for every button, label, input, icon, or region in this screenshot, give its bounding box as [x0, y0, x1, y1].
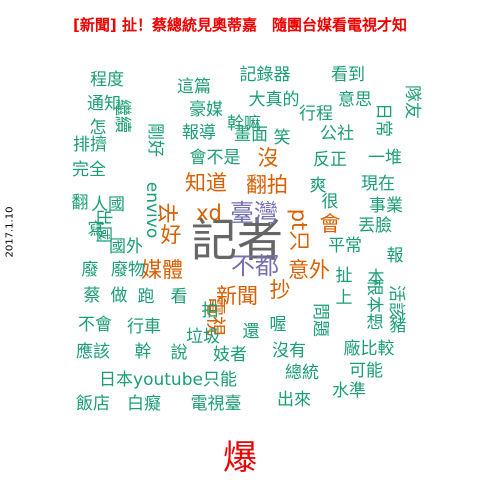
word: 人國	[91, 195, 125, 215]
word: 寫	[88, 220, 105, 240]
word: 蔡	[84, 286, 101, 306]
word: 媒體	[141, 258, 183, 282]
word: 飯店	[76, 394, 110, 414]
word: 說	[171, 343, 188, 363]
word: 很	[322, 192, 339, 212]
word: 垃圾	[186, 327, 220, 347]
word: 這篇	[177, 77, 211, 97]
word: 電視	[204, 296, 228, 336]
word: 扯	[336, 266, 353, 286]
word: 會不是	[190, 148, 241, 168]
word: 沒有	[272, 341, 306, 361]
word: pt只	[287, 209, 311, 252]
word: 還	[243, 322, 260, 342]
word: 出國	[93, 209, 113, 243]
word: 看	[171, 287, 188, 307]
word: 大真的	[249, 90, 300, 110]
word: 新聞	[216, 284, 258, 308]
word: 報	[387, 246, 404, 266]
word: xd	[196, 201, 222, 225]
word: 臺灣	[230, 199, 278, 227]
word: 廢物	[111, 260, 145, 280]
bottom-word: 爆	[223, 438, 257, 478]
word: 想	[367, 313, 384, 333]
word: 平常	[328, 236, 362, 256]
word: 幹嘛	[227, 113, 261, 134]
word: 國外	[109, 237, 143, 257]
word: 看到	[331, 65, 365, 85]
word: 妓者	[213, 345, 247, 365]
word: 豪媒	[189, 99, 223, 120]
chart-title: [新聞] 扯！蔡總統見奧蒂嘉 隨團台媒看電視才知	[73, 16, 407, 34]
word: 意思	[338, 90, 372, 110]
word: 意外	[288, 258, 330, 282]
word: 事業	[369, 196, 403, 216]
word: 總統	[285, 363, 319, 383]
word: 隊友	[402, 85, 422, 119]
word: 排擠	[73, 135, 107, 155]
word: 上	[336, 288, 353, 308]
word: 拍	[202, 301, 219, 321]
word: 本	[368, 268, 385, 288]
word: 不會	[78, 315, 112, 335]
word: 白癡	[127, 394, 161, 414]
word: 去	[155, 203, 179, 224]
word: 翻	[72, 193, 89, 213]
word: 根本	[364, 279, 384, 313]
word: 爽	[310, 176, 327, 196]
word: 廠比較	[344, 338, 395, 359]
word: 廢	[82, 260, 99, 280]
word: 繼續	[112, 99, 132, 133]
word: 水準	[332, 381, 366, 401]
word: 喔	[270, 315, 287, 335]
word: 翻拍	[246, 173, 288, 197]
word: 沒	[258, 146, 279, 170]
word: 報導	[182, 123, 216, 143]
word: 跑	[138, 287, 155, 307]
word: 行車	[127, 317, 161, 337]
word: 行程	[299, 104, 333, 124]
word: 畫面	[234, 125, 268, 145]
word: 公社	[320, 124, 354, 144]
word: 幹	[135, 341, 152, 362]
word: 一堆	[368, 148, 402, 168]
word: 日常	[373, 103, 393, 137]
word: 丟臉	[358, 216, 392, 236]
word: envivo	[142, 182, 162, 238]
word: 剛好	[145, 123, 165, 157]
word: 現在	[361, 174, 395, 194]
word: 日本youtube只能	[99, 370, 237, 390]
word: 會	[320, 212, 341, 236]
word: 活該	[386, 285, 406, 319]
word: 笑	[274, 128, 291, 148]
word: 怎	[90, 118, 107, 138]
word: 完全	[72, 160, 106, 180]
word: 程度	[90, 70, 124, 90]
word: 做	[111, 286, 128, 306]
word: 記錄器	[240, 65, 291, 85]
word: 電視臺	[191, 394, 242, 414]
word: 好	[161, 223, 182, 247]
word: 記者	[191, 213, 283, 267]
word: 豬	[390, 316, 407, 336]
word: 知道	[185, 171, 227, 195]
word: 反正	[313, 150, 347, 170]
word: 可能	[349, 361, 383, 381]
word: 出來	[277, 390, 311, 410]
word: 抄	[270, 278, 291, 302]
word: 問題	[310, 303, 330, 337]
word: 應該	[76, 341, 110, 362]
word: 不都	[231, 252, 279, 280]
word: 通知	[87, 94, 121, 114]
